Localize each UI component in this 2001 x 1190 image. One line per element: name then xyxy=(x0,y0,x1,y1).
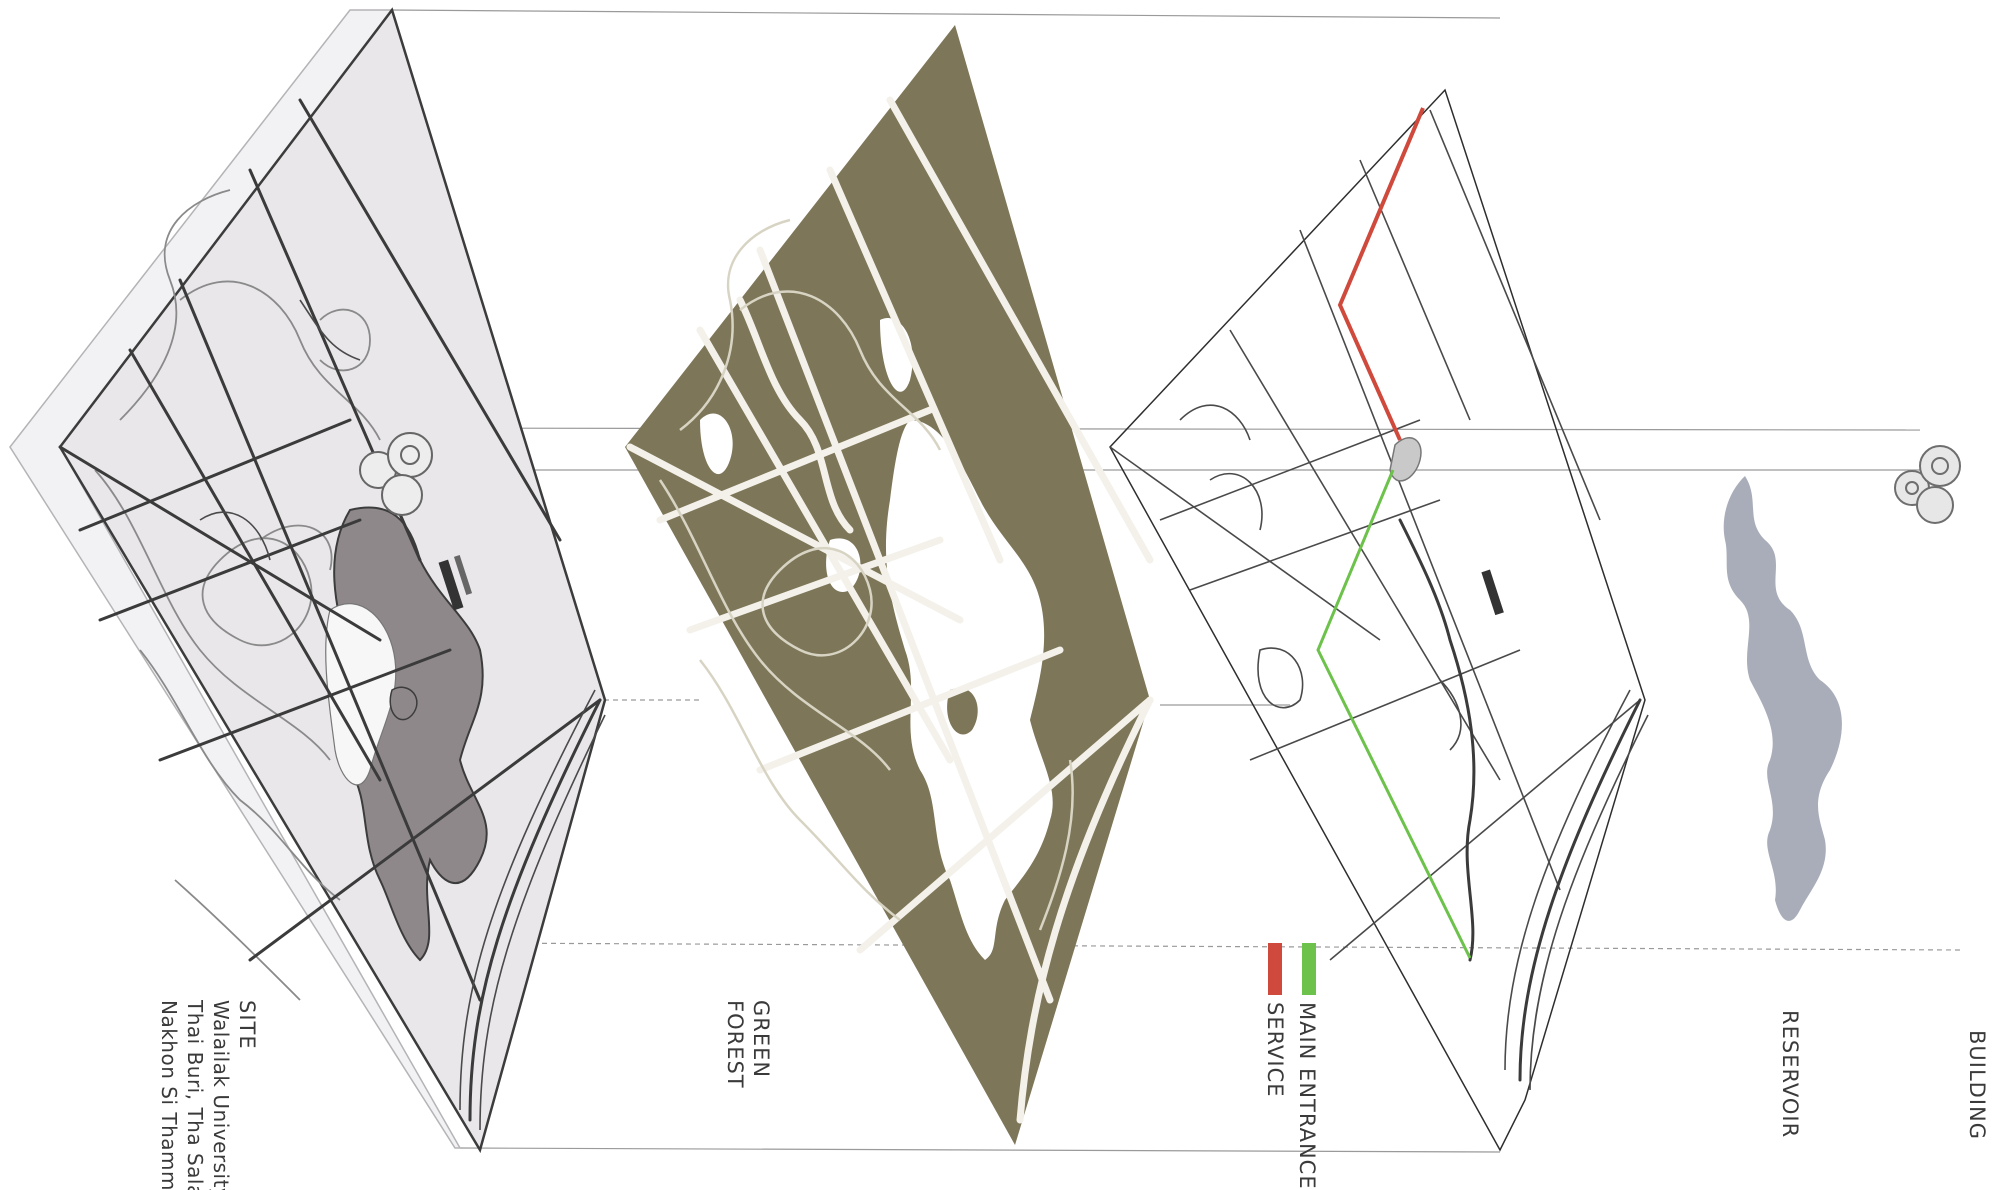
reservoir-layer xyxy=(1723,476,1842,921)
projection-guides xyxy=(10,9,1961,1153)
service-route xyxy=(1337,107,1425,441)
circulation-layer xyxy=(1109,88,1649,1152)
building-layer xyxy=(1894,445,1961,524)
building-label: BUILDING xyxy=(1965,1030,1989,1140)
site-line-3: Nakhon Si Thamma xyxy=(157,1000,181,1190)
site-map-face xyxy=(58,7,607,1154)
green-forest-line-2: FOREST xyxy=(723,1000,747,1089)
reservoir-label: RESERVOIR xyxy=(1778,1010,1802,1138)
site-line-2: Thai Buri, Tha Sala xyxy=(183,999,207,1190)
site-lake-light xyxy=(325,603,397,786)
legend-service-label: SERVICE xyxy=(1263,1002,1287,1098)
reservoir-shape xyxy=(1723,476,1842,921)
building-icon xyxy=(1894,445,1961,524)
main-entrance-route xyxy=(1316,469,1472,959)
site-title: SITE xyxy=(235,1000,259,1050)
legend-main-entrance-swatch xyxy=(1302,943,1316,995)
forest-layer xyxy=(625,25,1154,1145)
legend-main-entrance-label: MAIN ENTRANCE xyxy=(1295,1002,1319,1190)
circulation-outline xyxy=(1109,88,1646,1152)
site-building xyxy=(359,432,433,516)
legend-service-swatch xyxy=(1268,943,1282,995)
site-line-1: Walailak University xyxy=(209,1000,233,1190)
green-forest-line-1: GREEN xyxy=(749,1000,773,1078)
site-layer xyxy=(9,7,607,1154)
